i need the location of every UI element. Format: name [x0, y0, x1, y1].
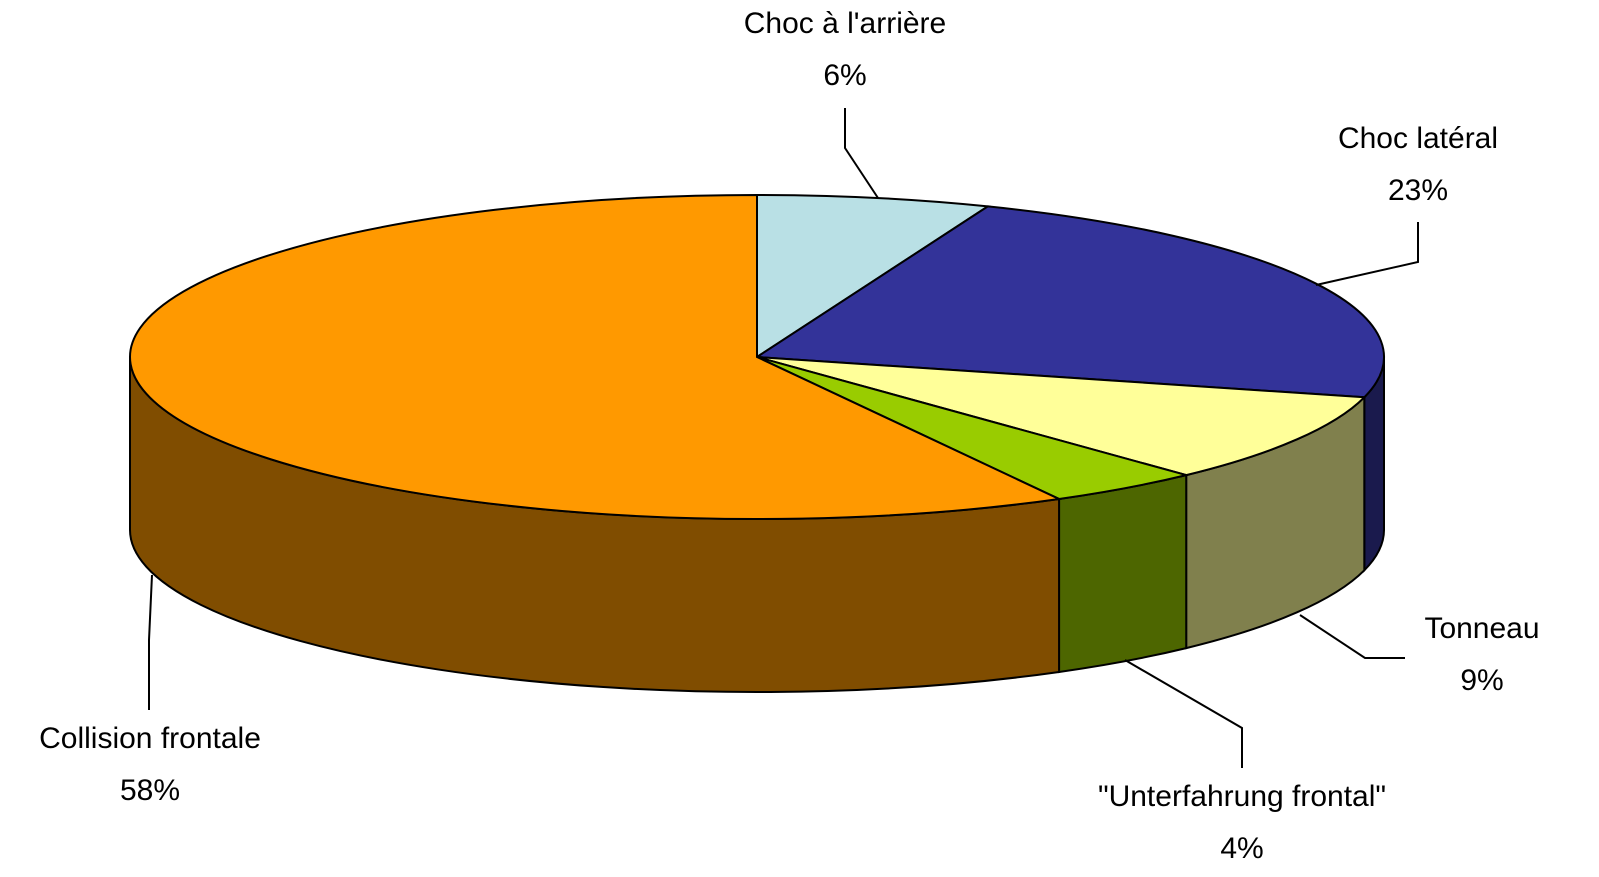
- slice-label: "Unterfahrung frontal": [1098, 780, 1386, 813]
- slice: [756, 193, 991, 359]
- slice: [753, 205, 1385, 399]
- slice: [756, 356, 1367, 477]
- pie: [129, 193, 1385, 693]
- leader-line: [1299, 614, 1405, 659]
- slice-label: Collision frontale: [39, 722, 261, 755]
- value-label: 9%: [1460, 664, 1503, 697]
- slice-label: Choc latéral: [1338, 122, 1498, 155]
- leader-line: [1315, 222, 1419, 286]
- value-label: 6%: [823, 59, 866, 92]
- leader-line: [1124, 659, 1243, 768]
- leader-line: [148, 574, 153, 710]
- slice-label: Tonneau: [1424, 612, 1539, 645]
- value-label: 4%: [1220, 832, 1263, 865]
- slice: [129, 193, 1063, 520]
- slice-label: Choc à l'arrière: [744, 7, 946, 40]
- value-label: 23%: [1388, 174, 1448, 207]
- slice-side: [1058, 473, 1188, 674]
- value-label: 58%: [120, 774, 180, 807]
- leader-line: [844, 108, 879, 199]
